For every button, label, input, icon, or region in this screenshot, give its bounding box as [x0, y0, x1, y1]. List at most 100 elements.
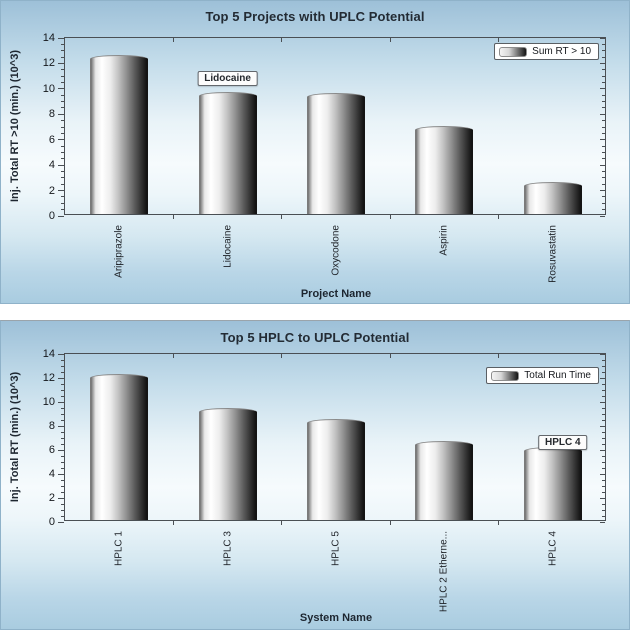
- y-axis-tick: [61, 365, 64, 367]
- y-axis-tick-right: [600, 353, 605, 355]
- y-axis-tick: [61, 479, 64, 481]
- y-axis-tick: [58, 449, 64, 451]
- bar-aripiprazole[interactable]: [90, 55, 149, 214]
- y-axis-tick-right: [602, 443, 605, 445]
- y-axis-tick: [58, 190, 64, 192]
- y-tick-label: 2: [48, 492, 55, 504]
- y-axis-tick-right: [602, 503, 605, 505]
- x-tick-label: HPLC 4: [547, 531, 559, 567]
- x-axis-title: Project Name: [300, 288, 372, 300]
- plot-area: 0 2 4 6 8 10 12 14 HPLC 1 HPLC 3 HPLC 5 HPLC 2 Ethe…: [9, 348, 606, 624]
- y-axis-tick-right: [600, 401, 605, 403]
- y-axis-tick: [58, 473, 64, 475]
- y-axis-tick-right: [602, 69, 605, 71]
- y-axis-tick-right: [602, 395, 605, 397]
- y-axis-tick-right: [602, 145, 605, 147]
- bar-rosuvastatin[interactable]: [523, 182, 582, 214]
- y-axis-tick: [61, 101, 64, 103]
- y-axis-tick-right: [602, 359, 605, 361]
- bar-lidocaine[interactable]: [198, 91, 257, 214]
- y-axis-tick-right: [602, 196, 605, 198]
- y-axis-tick: [61, 491, 64, 493]
- y-axis-tick-right: [600, 113, 605, 115]
- y-axis-tick-right: [600, 215, 605, 217]
- y-tick-label: 12: [42, 372, 55, 384]
- x-tick-label: HPLC 1: [113, 531, 125, 567]
- y-axis-tick: [61, 177, 64, 179]
- y-axis-tick-right: [600, 497, 605, 499]
- legend: Total Run Time: [486, 367, 599, 384]
- y-axis-tick-right: [602, 485, 605, 487]
- x-boundary-tick-top: [498, 38, 500, 42]
- y-axis-tick: [61, 431, 64, 433]
- y-tick-label: 4: [48, 468, 55, 480]
- y-axis-tick-right: [600, 88, 605, 90]
- y-axis-tick: [61, 389, 64, 391]
- y-tick-label: 8: [48, 420, 55, 432]
- bar-hplc-5[interactable]: [307, 419, 365, 520]
- x-tick-label: Aripiprazole: [113, 225, 125, 278]
- y-axis-tick: [61, 209, 64, 211]
- x-tick-label: Lidocaine: [222, 225, 234, 268]
- y-axis-tick: [61, 407, 64, 409]
- y-axis-tick-right: [602, 177, 605, 179]
- y-axis-tick: [61, 132, 64, 134]
- y-axis-tick-right: [602, 455, 605, 457]
- y-axis-tick-right: [602, 132, 605, 134]
- y-axis-tick-right: [602, 126, 605, 128]
- y-axis-tick: [58, 521, 64, 523]
- y-axis-tick-right: [602, 158, 605, 160]
- y-axis-tick: [58, 88, 64, 90]
- y-axis-tick: [61, 371, 64, 373]
- y-axis-tick: [58, 425, 64, 427]
- bar-oxycodone[interactable]: [307, 93, 365, 214]
- bar-hplc-2-etherne-[interactable]: [415, 440, 474, 520]
- y-tick-label: 14: [42, 32, 55, 44]
- y-axis-tick-right: [602, 94, 605, 96]
- bar-aspirin[interactable]: [415, 126, 474, 214]
- y-axis-tick: [58, 139, 64, 141]
- y-axis-tick-right: [600, 521, 605, 523]
- x-boundary-tick-top: [281, 354, 283, 358]
- y-axis-tick-right: [600, 449, 605, 451]
- x-boundary-tick-top: [389, 354, 391, 358]
- y-axis-tick: [61, 107, 64, 109]
- x-tick-label: Oxycodone: [330, 225, 342, 276]
- y-axis-tick: [61, 485, 64, 487]
- y-axis-tick: [61, 69, 64, 71]
- legend: Sum RT > 10: [494, 43, 599, 60]
- y-axis-tick-right: [602, 461, 605, 463]
- legend-swatch-icon: [499, 46, 528, 57]
- y-axis-tick: [61, 120, 64, 122]
- y-axis-tick: [61, 383, 64, 385]
- y-axis-tick-right: [602, 75, 605, 77]
- y-axis-tick: [58, 164, 64, 166]
- y-axis-tick-right: [602, 209, 605, 211]
- y-axis-title: Inj. Total RT >10 (min.) (10^3): [9, 50, 21, 202]
- y-tick-label: 0: [48, 516, 55, 528]
- bar-hplc-3[interactable]: [198, 408, 257, 520]
- y-axis-tick-right: [602, 183, 605, 185]
- y-axis-tick-right: [602, 431, 605, 433]
- y-axis-tick-right: [602, 515, 605, 517]
- y-axis-tick: [58, 377, 64, 379]
- y-axis-tick: [58, 497, 64, 499]
- y-axis-tick: [58, 113, 64, 115]
- chart-panel-systems: Top 5 HPLC to UPLC Potential 0 2 4 6 8 10 12 14…: [0, 320, 630, 630]
- x-boundary-tick-bottom: [281, 520, 283, 525]
- x-boundary-tick-bottom: [498, 214, 500, 219]
- y-axis-tick-right: [602, 389, 605, 391]
- y-axis-tick: [61, 183, 64, 185]
- bar-hplc-1[interactable]: [90, 373, 149, 520]
- y-axis-tick-right: [600, 377, 605, 379]
- y-axis-tick: [58, 62, 64, 64]
- y-axis-tick: [58, 353, 64, 355]
- y-axis-tick-right: [602, 56, 605, 58]
- y-tick-label: 0: [48, 210, 55, 222]
- bar-hplc-4[interactable]: [523, 446, 582, 520]
- y-axis-tick: [61, 455, 64, 457]
- y-tick-label: 12: [42, 57, 55, 70]
- x-boundary-tick-bottom: [498, 520, 500, 525]
- y-axis-tick-right: [602, 107, 605, 109]
- x-boundary-tick-bottom: [281, 214, 283, 219]
